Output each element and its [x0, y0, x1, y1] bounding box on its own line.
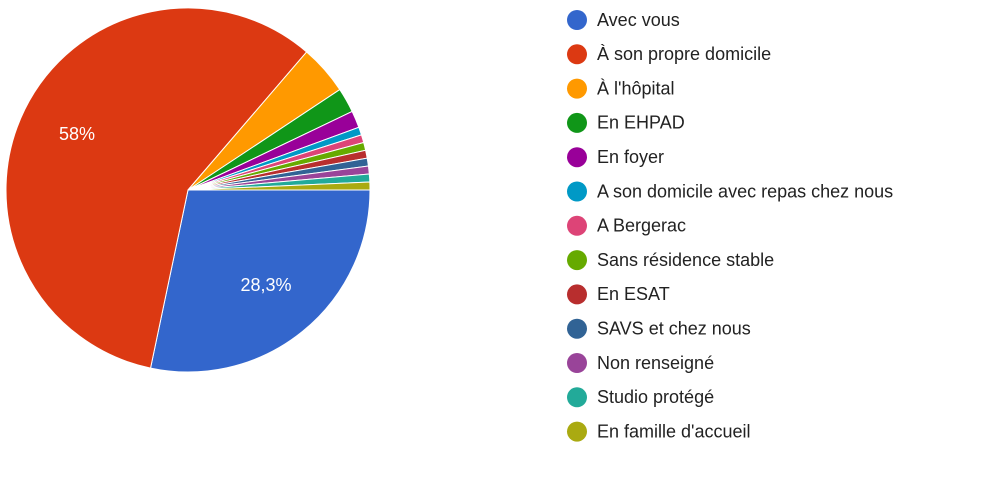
legend-label: En famille d'accueil: [597, 421, 751, 441]
pie-slice: [5, 7, 308, 369]
legend-label: En EHPAD: [597, 113, 685, 133]
legend-label: À son propre domicile: [597, 44, 771, 64]
legend-label: Non renseigné: [597, 353, 714, 373]
legend-label: En foyer: [597, 147, 664, 167]
legend-swatch: [567, 318, 587, 339]
legend-label: À l'hôpital: [597, 78, 674, 98]
legend-swatch: [567, 181, 587, 202]
legend-swatch: [567, 387, 587, 408]
legend-label: SAVS et chez nous: [597, 318, 751, 338]
legend-label: En ESAT: [597, 284, 670, 304]
legend-swatch: [567, 421, 587, 442]
legend-swatch: [567, 112, 587, 133]
legend-label: Avec vous: [597, 10, 680, 30]
legend-swatch: [567, 10, 587, 30]
pie-slice: [187, 181, 371, 191]
legend-swatch: [567, 147, 587, 168]
legend-swatch: [567, 215, 587, 236]
legend-label: Sans résidence stable: [597, 250, 774, 270]
slice-label: 28,3%: [240, 275, 291, 295]
legend-swatch: [567, 284, 587, 305]
legend-label: A son domicile avec repas chez nous: [597, 181, 893, 201]
slice-label: 58%: [59, 124, 95, 144]
legend-swatch: [567, 250, 587, 271]
pie-slice: [149, 189, 371, 373]
legend-label: A Bergerac: [597, 216, 686, 236]
legend-swatch: [567, 353, 587, 373]
legend-swatch: [567, 78, 587, 99]
legend-label: Studio protégé: [597, 387, 714, 407]
legend-swatch: [567, 44, 587, 65]
